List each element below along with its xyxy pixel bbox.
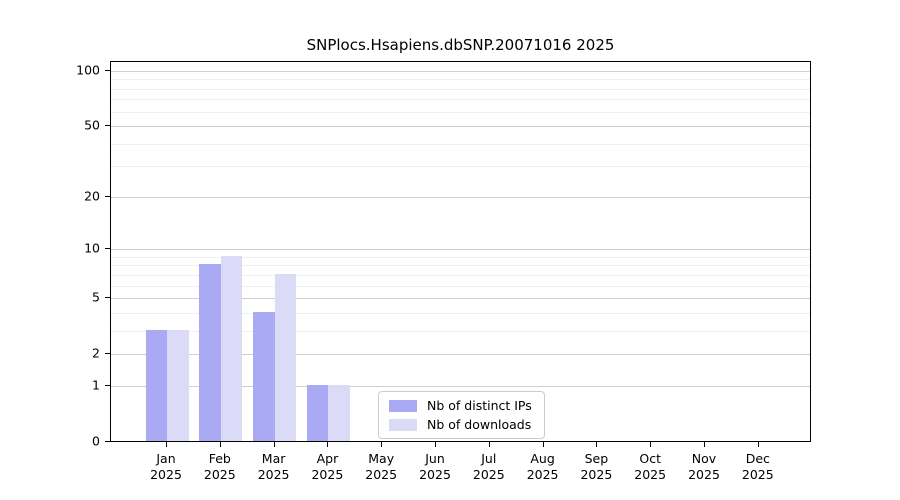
y-tick-mark (105, 441, 110, 442)
x-tick-label: Dec 2025 (741, 451, 774, 482)
x-tick-mark (435, 442, 436, 447)
gridline-50 (111, 125, 810, 127)
x-tick-label: Jul 2025 (472, 451, 505, 482)
y-tick-label: 1 (92, 377, 100, 393)
x-tick-mark (704, 442, 705, 447)
bar-ips-apr (306, 385, 329, 441)
gridline-10 (111, 249, 810, 251)
gridline-2 (111, 353, 810, 355)
x-tick-label: Nov 2025 (688, 451, 720, 482)
x-tick-mark (166, 442, 167, 447)
x-tick-label: Jan 2025 (150, 451, 182, 482)
y-tick-label: 20 (84, 188, 100, 204)
gridline-4 (111, 312, 810, 314)
x-tick-mark (596, 442, 598, 447)
x-tick-label: Aug 2025 (526, 451, 559, 482)
gridline-80 (111, 88, 810, 90)
bar-downloads-apr (328, 385, 350, 441)
bar-downloads-jan (167, 329, 189, 441)
y-tick-mark (105, 352, 110, 354)
gridline-9 (111, 256, 810, 258)
gridline-90 (111, 79, 810, 81)
gridline-40 (111, 143, 810, 145)
x-tick-mark (542, 442, 544, 447)
y-tick-mark (105, 70, 110, 71)
gridline-20 (111, 197, 810, 199)
x-tick-label: Jun 2025 (419, 451, 451, 482)
x-tick-label: Feb 2025 (203, 451, 236, 482)
x-tick-label: May 2025 (365, 451, 398, 482)
x-tick-mark (757, 442, 759, 447)
y-tick-label: 50 (84, 117, 100, 133)
bar-downloads-mar (274, 273, 297, 441)
x-tick-mark (650, 442, 652, 447)
x-tick-mark (381, 442, 383, 447)
legend-item-distinct-ips: Nb of distinct IPs (389, 398, 532, 413)
gridline-8 (111, 265, 810, 267)
x-tick-mark (273, 442, 275, 447)
y-tick-mark (105, 196, 110, 198)
x-tick-mark (488, 442, 490, 447)
y-tick-mark (105, 124, 110, 126)
x-tick-mark (219, 442, 221, 447)
plot-area: Nb of distinct IPs Nb of downloads (110, 61, 811, 442)
x-tick-label: Sep 2025 (580, 451, 613, 482)
y-tick-label: 100 (76, 62, 100, 78)
gridline-7 (111, 274, 810, 276)
gridline-3 (111, 330, 810, 332)
legend-swatch-distinct-ips (389, 399, 417, 412)
y-tick-mark (105, 297, 110, 298)
y-tick-label: 0 (92, 433, 100, 449)
gridline-60 (111, 111, 810, 113)
y-tick-mark (105, 385, 110, 387)
gridline-5 (111, 298, 810, 299)
x-tick-label: Oct 2025 (634, 451, 667, 482)
bar-ips-jan (145, 329, 167, 441)
chart-title: SNPlocs.Hsapiens.dbSNP.20071016 2025 (306, 36, 615, 54)
y-tick-label: 5 (92, 289, 100, 305)
bar-ips-mar (253, 311, 275, 441)
legend: Nb of distinct IPs Nb of downloads (378, 391, 545, 439)
legend-swatch-downloads (389, 418, 417, 431)
y-tick-label: 2 (92, 345, 100, 361)
gridline-6 (111, 285, 810, 287)
legend-label-distinct-ips: Nb of distinct IPs (427, 398, 532, 413)
gridline-100 (111, 71, 810, 72)
x-tick-label: Mar 2025 (257, 451, 290, 482)
bar-ips-feb (199, 264, 221, 441)
y-tick-mark (105, 248, 110, 250)
y-tick-label: 10 (84, 240, 100, 256)
gridline-70 (111, 99, 810, 101)
x-tick-label: Apr 2025 (311, 451, 344, 482)
gridline-30 (111, 166, 810, 167)
legend-label-downloads: Nb of downloads (427, 417, 532, 432)
gridline-1 (111, 386, 810, 388)
x-tick-mark (327, 442, 329, 447)
legend-item-downloads: Nb of downloads (389, 417, 532, 432)
bar-downloads-feb (220, 255, 243, 441)
